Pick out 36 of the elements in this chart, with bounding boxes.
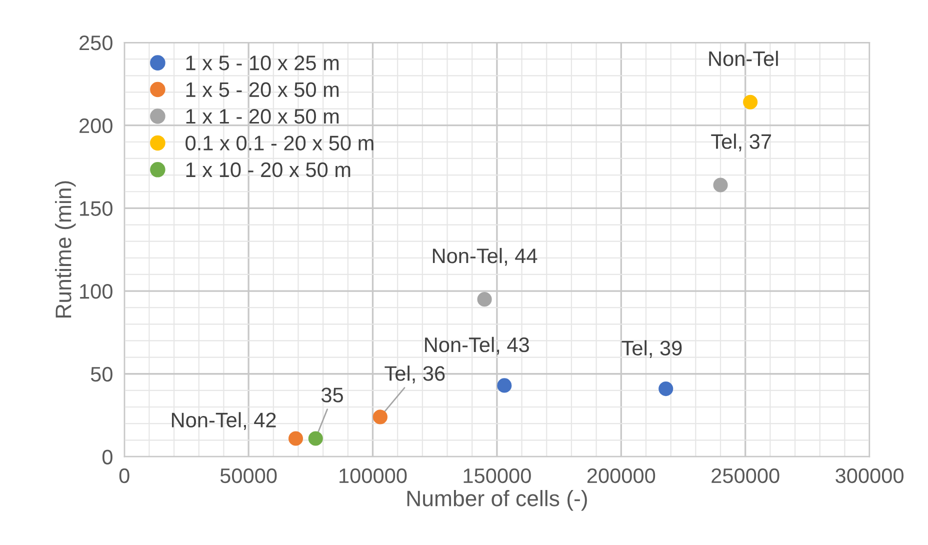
- y-tick-label: 0: [102, 450, 112, 464]
- x-axis-title: Number of cells (-): [407, 490, 587, 511]
- x-tick-label: 200000: [587, 468, 656, 484]
- point: [743, 94, 758, 110]
- point: [288, 431, 304, 446]
- legend-label: 0.1 x 0.1 - 20 x 50 m: [186, 136, 374, 150]
- annotation: Tel, 36: [384, 366, 445, 384]
- point: [477, 292, 492, 307]
- annotation: Tel, 39: [622, 340, 682, 358]
- annotation: Non-Tel, 43: [425, 336, 529, 355]
- point: [658, 381, 674, 396]
- y-tick-label: 150: [80, 201, 112, 216]
- legend-label: 1 x 5 - 10 x 25 m: [186, 56, 339, 70]
- point: [497, 378, 512, 393]
- annotation: Tel, 37: [711, 134, 771, 152]
- annotation: Non-Tel, 42: [172, 412, 276, 430]
- point: [308, 431, 323, 446]
- x-tick-label: 300000: [836, 468, 904, 484]
- annotation: Non-Tel, 44: [432, 248, 538, 266]
- x-tick-label: 50000: [220, 468, 277, 484]
- y-tick-label: 50: [90, 366, 112, 382]
- y-tick-label: 200: [80, 118, 112, 134]
- x-tick-label: 100000: [340, 468, 407, 484]
- y-tick-label: 100: [80, 284, 112, 299]
- x-tick-label: 150000: [464, 468, 531, 484]
- annotation: Non-Tel: [709, 50, 778, 66]
- x-tick-label: 250000: [712, 468, 780, 484]
- point: [713, 178, 728, 192]
- x-tick-label: 0: [119, 468, 130, 484]
- y-tick-label: 250: [80, 36, 112, 50]
- annotation: 35: [321, 388, 343, 402]
- legend-label: 1 x 1 - 20 x 50 m: [186, 108, 339, 124]
- legend-label: 1 x 5 - 20 x 50 m: [186, 82, 339, 98]
- y-axis-title: Runtime (min): [54, 181, 76, 318]
- legend-label: 1 x 10 - 20 x 50 m: [186, 162, 350, 178]
- point: [372, 410, 388, 424]
